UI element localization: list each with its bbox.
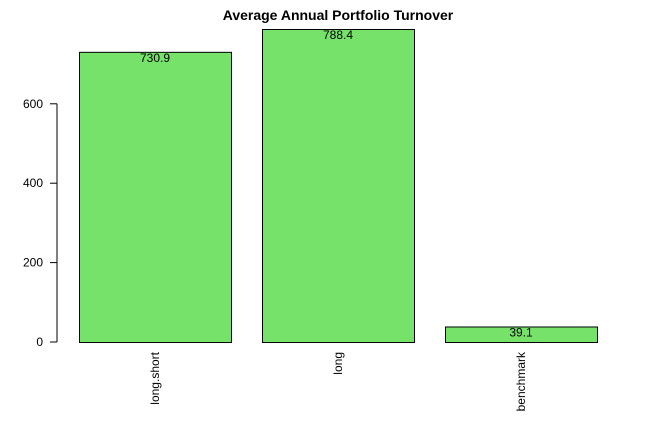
- y-axis: 0 200 400 600: [23, 97, 58, 349]
- chart-title: Average Annual Portfolio Turnover: [223, 7, 454, 23]
- y-tick-label: 0: [36, 335, 43, 349]
- x-category-labels: long.short long benchmark: [148, 351, 528, 411]
- data-labels: 730.9 788.4 39.1: [140, 28, 533, 339]
- bar-long: [262, 29, 415, 343]
- bars: [79, 29, 598, 344]
- data-label: 730.9: [140, 51, 170, 65]
- y-tick-label: 400: [23, 176, 43, 190]
- y-tick-label: 600: [23, 97, 43, 111]
- bar-benchmark: [445, 326, 598, 344]
- x-category-label: long.short: [148, 351, 162, 404]
- x-category-label: benchmark: [514, 351, 528, 411]
- data-label: 39.1: [509, 325, 533, 339]
- x-category-label: long: [331, 352, 345, 375]
- y-tick-label: 200: [23, 256, 43, 270]
- bar-long.short: [79, 51, 232, 343]
- data-label: 788.4: [323, 28, 353, 42]
